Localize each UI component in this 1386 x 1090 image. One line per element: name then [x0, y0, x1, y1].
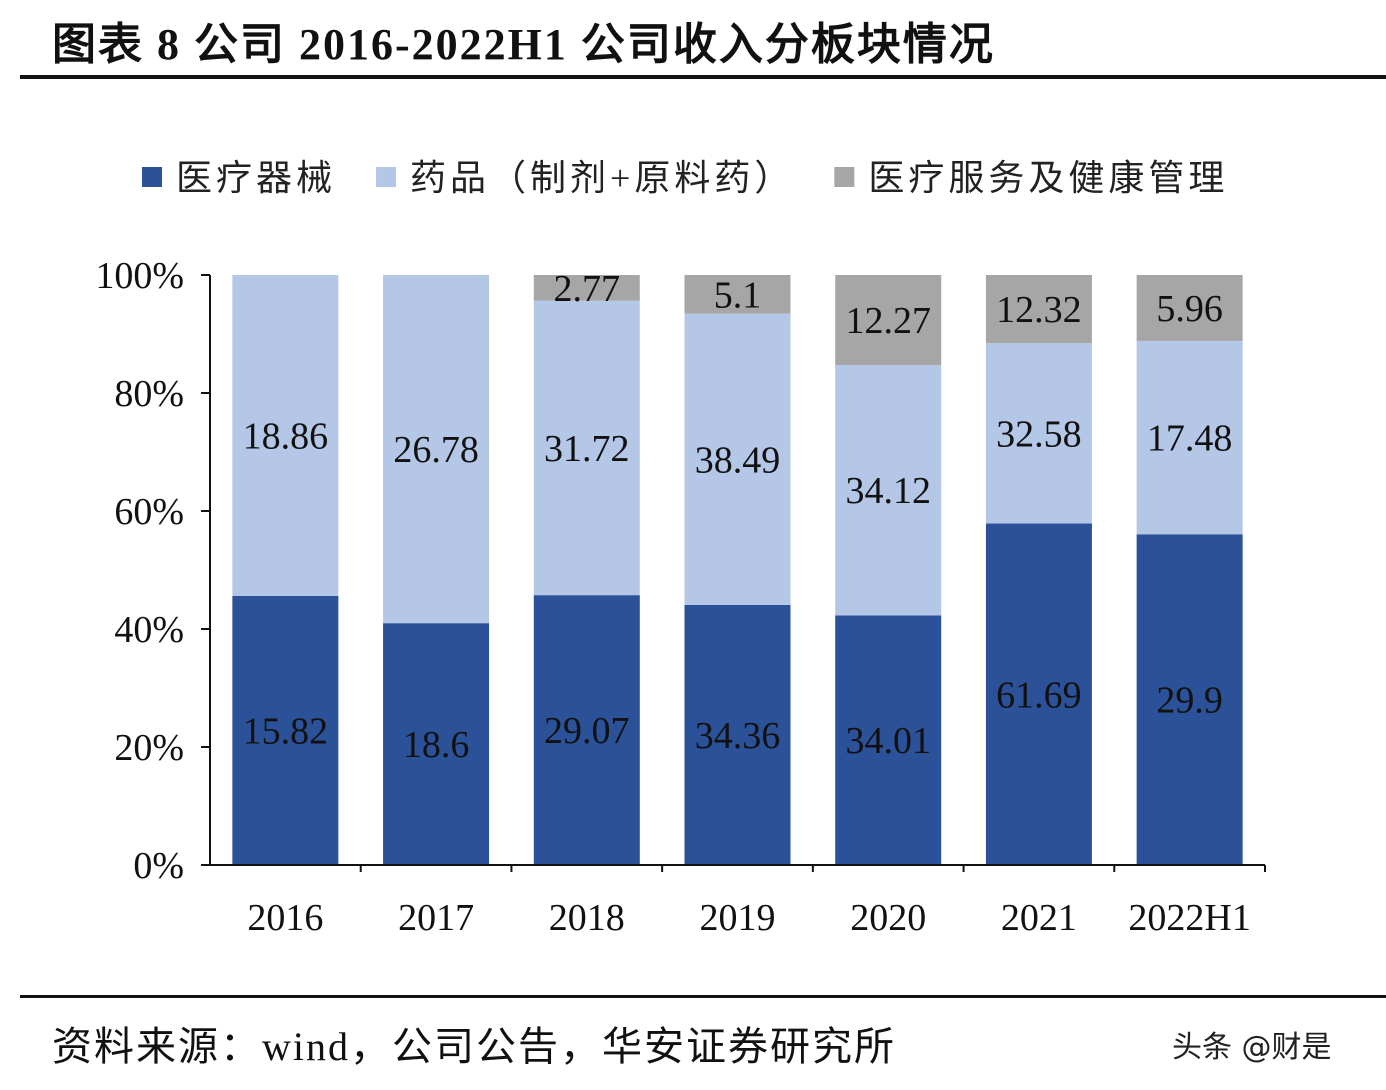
bar-segment: [383, 623, 490, 865]
title-divider: [20, 75, 1386, 79]
watermark: 头条 @财是: [1172, 1030, 1332, 1065]
legend-label-2: 医疗服务及健康管理: [868, 158, 1228, 198]
data-label: 12.32: [996, 289, 1082, 331]
bar-segment: [684, 275, 791, 314]
chart-title: 图表 8 公司 2016-2022H1 公司收入分板块情况: [52, 20, 995, 69]
y-tick-label: 100%: [95, 255, 184, 297]
bar-segment: [533, 300, 640, 596]
x-tick-label: 2020: [850, 897, 926, 939]
bar-segment: [1136, 275, 1243, 341]
bar-segment: [383, 275, 490, 624]
data-label: 38.49: [695, 439, 781, 481]
data-label: 32.58: [996, 413, 1082, 455]
legend-label-0: 医疗器械: [176, 158, 336, 198]
bar-segment: [985, 523, 1092, 865]
data-label: 31.72: [544, 428, 630, 470]
data-label: 34.12: [845, 470, 931, 512]
data-label: 5.96: [1156, 288, 1223, 330]
x-tick-label: 2019: [700, 897, 776, 939]
bar-segment: [684, 604, 791, 865]
source-note: 资料来源：wind，公司公告，华安证券研究所: [52, 1024, 896, 1069]
legend-swatch-2: [834, 167, 855, 187]
data-label: 18.6: [403, 724, 470, 766]
bar-segment: [985, 275, 1092, 344]
x-tick-label: 2016: [247, 897, 323, 939]
y-tick-label: 40%: [114, 609, 184, 651]
x-tick-label: 2021: [1001, 897, 1077, 939]
data-label: 17.48: [1147, 418, 1233, 460]
legend-swatch-0: [142, 167, 162, 187]
y-tick-label: 60%: [114, 491, 184, 533]
bar-segment: [684, 313, 791, 605]
data-label: 29.9: [1156, 680, 1223, 722]
bar-segment: [835, 365, 942, 616]
x-tick-label: 2022H1: [1128, 897, 1250, 939]
y-tick-label: 80%: [114, 373, 184, 415]
data-label: 18.86: [243, 415, 329, 457]
data-label: 2.77: [554, 268, 621, 310]
bar-segment: [1136, 534, 1243, 865]
x-tick-label: 2018: [549, 897, 625, 939]
bar-segment: [232, 595, 339, 865]
x-tick-label: 2017: [398, 897, 474, 939]
y-tick-label: 0%: [133, 845, 184, 887]
data-label: 29.07: [544, 710, 630, 752]
data-label: 15.82: [243, 710, 329, 752]
bar-segment: [1136, 340, 1243, 535]
bar-segment: [533, 595, 640, 865]
bar-segment: [835, 615, 942, 865]
bar-segment: [533, 275, 640, 301]
data-label: 5.1: [714, 274, 762, 316]
bar-segment: [835, 275, 942, 366]
data-label: 26.78: [393, 429, 479, 471]
legend-label-1: 药品（制剂+原料药）: [410, 158, 794, 198]
legend-swatch-1: [376, 167, 397, 187]
data-label: 34.36: [695, 715, 781, 757]
bar-segment: [232, 275, 339, 596]
data-label: 34.01: [845, 720, 931, 762]
data-label: 61.69: [996, 674, 1082, 716]
data-label: 12.27: [845, 300, 931, 342]
footer-divider: [20, 995, 1386, 998]
bar-segment: [985, 343, 1092, 524]
y-tick-label: 20%: [114, 727, 184, 769]
